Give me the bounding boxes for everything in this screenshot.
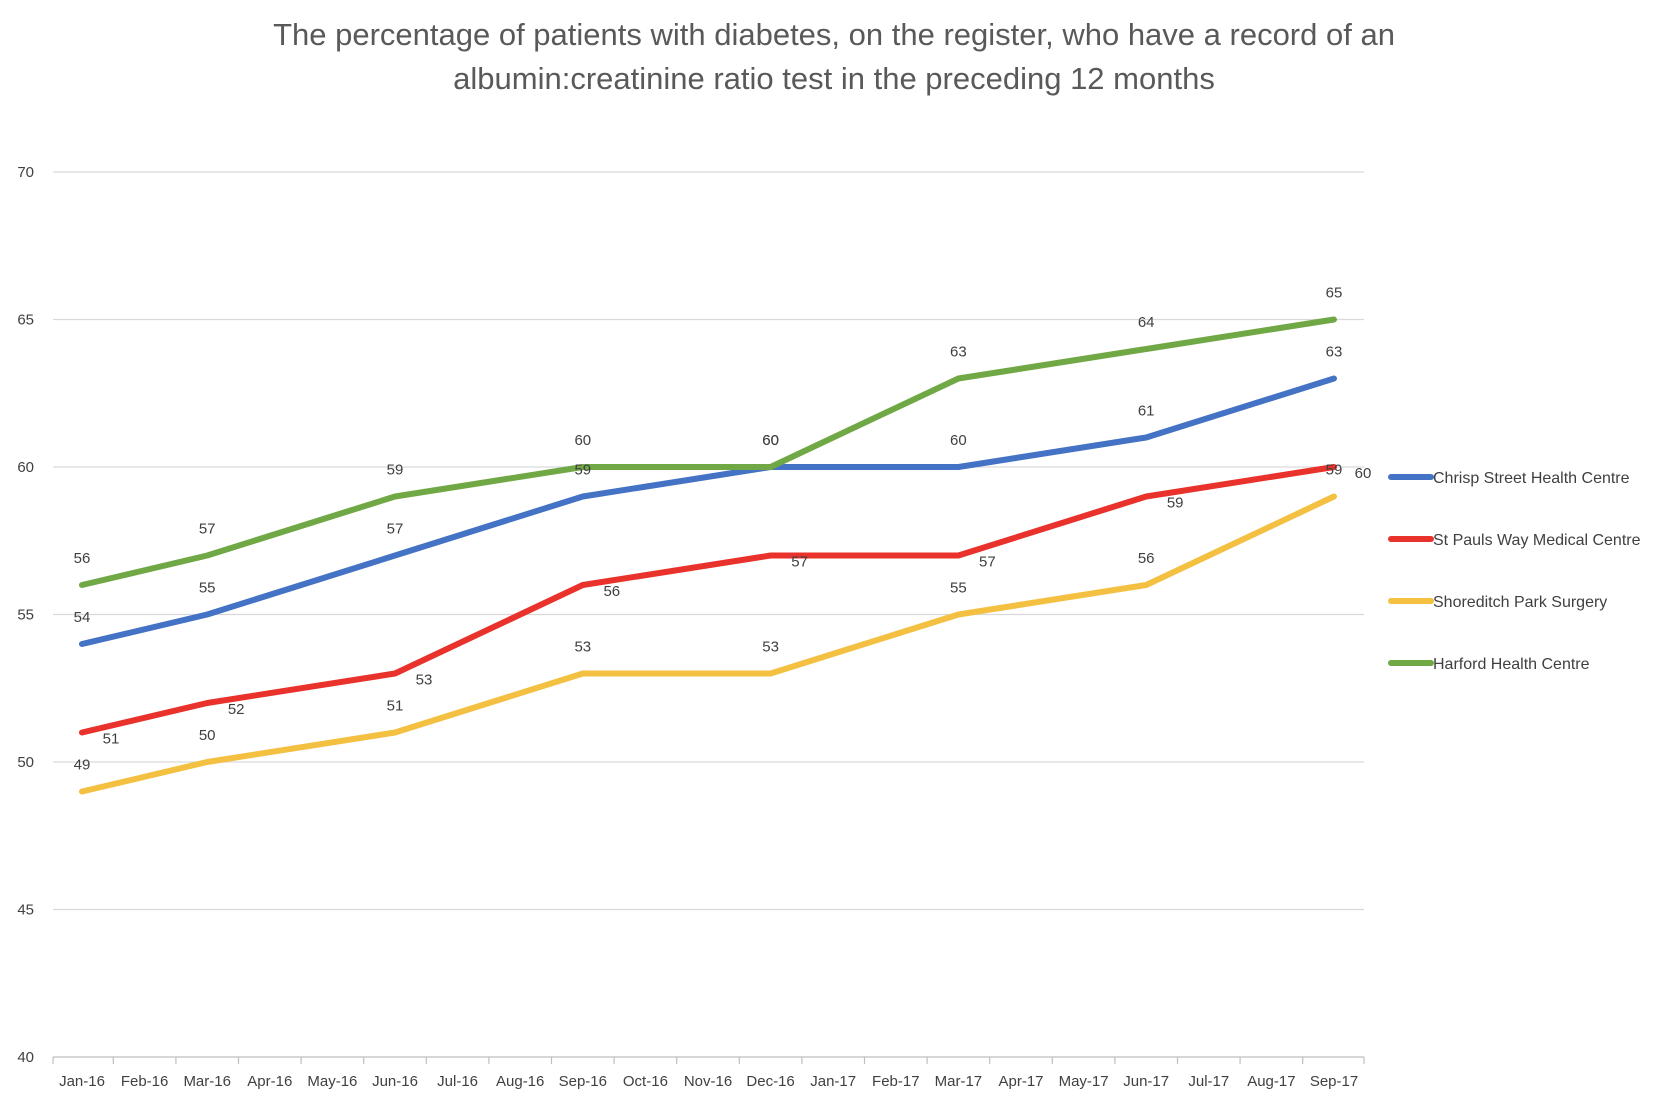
x-tick-label: Sep-17 xyxy=(1310,1073,1358,1090)
x-tick-label: Jul-16 xyxy=(437,1073,478,1090)
gridlines xyxy=(53,171,1364,911)
data-label: 60 xyxy=(574,432,591,449)
legend-label-1: St Pauls Way Medical Centre xyxy=(1433,532,1641,549)
data-label: 60 xyxy=(950,432,967,449)
data-labels: 54 55 57 59 60 60 61 63 51 52 53 56 57 57 59 60 49 50 51 53… xyxy=(74,285,1372,774)
data-label: 56 xyxy=(603,583,620,600)
chart-title-line-1: The percentage of patients with diabetes… xyxy=(273,17,1395,52)
series-line-3 xyxy=(79,316,1337,588)
data-label: 63 xyxy=(1326,344,1343,361)
data-label: 57 xyxy=(791,554,808,571)
data-label: 54 xyxy=(74,609,91,626)
data-label: 60 xyxy=(762,432,779,449)
data-label: 60 xyxy=(762,432,779,449)
data-label: 59 xyxy=(1167,495,1184,512)
x-tick-label: Aug-17 xyxy=(1247,1073,1295,1090)
data-label: 51 xyxy=(387,698,404,715)
data-label: 56 xyxy=(1138,550,1155,567)
legend-label-2: Shoreditch Park Surgery xyxy=(1433,594,1607,611)
y-tick-label: 50 xyxy=(17,754,34,771)
series-lines xyxy=(79,316,1337,795)
data-label: 49 xyxy=(74,757,91,774)
x-tick-label: Dec-16 xyxy=(746,1073,794,1090)
data-label: 59 xyxy=(1326,462,1343,479)
legend: Chrisp Street Health Centre St Pauls Way … xyxy=(1388,470,1641,673)
legend-label-0: Chrisp Street Health Centre xyxy=(1433,470,1630,487)
data-label: 50 xyxy=(199,727,216,744)
x-tick-label: Jan-16 xyxy=(59,1073,105,1090)
x-tick-label: Oct-16 xyxy=(623,1073,668,1090)
data-label: 52 xyxy=(228,701,245,718)
series-line-1 xyxy=(79,464,1337,736)
x-tick-label: Apr-16 xyxy=(247,1073,292,1090)
x-tick-label: Jan-17 xyxy=(810,1073,856,1090)
x-tick-label: Mar-17 xyxy=(935,1073,983,1090)
data-label: 53 xyxy=(574,639,591,656)
x-tick-label: May-16 xyxy=(307,1073,357,1090)
x-tick-label: May-17 xyxy=(1059,1073,1109,1090)
x-tick-label: Apr-17 xyxy=(998,1073,1043,1090)
data-label: 55 xyxy=(950,580,967,597)
x-tick-label: Feb-16 xyxy=(121,1073,169,1090)
y-tick-label: 40 xyxy=(17,1049,34,1066)
data-label: 53 xyxy=(416,672,433,689)
data-label: 57 xyxy=(199,521,216,538)
series-line-0 xyxy=(79,375,1337,647)
y-tick-label: 65 xyxy=(17,312,34,329)
data-label: 56 xyxy=(74,550,91,567)
x-tick-label: Sep-16 xyxy=(559,1073,607,1090)
x-tick-label: Feb-17 xyxy=(872,1073,920,1090)
y-tick-label: 70 xyxy=(17,164,34,181)
data-label: 55 xyxy=(199,580,216,597)
data-label: 60 xyxy=(1355,465,1372,482)
axes: 40 45 50 55 60 65 70 Jan-16 Feb-16 Mar-16 Apr-16 Ma… xyxy=(17,164,1365,1090)
data-label: 57 xyxy=(979,554,996,571)
data-label: 61 xyxy=(1138,403,1155,420)
y-tick-label: 60 xyxy=(17,459,34,476)
x-tick-label: Nov-16 xyxy=(684,1073,732,1090)
data-label: 57 xyxy=(387,521,404,538)
chart-title-line-2: albumin:creatinine ratio test in the pre… xyxy=(453,61,1215,96)
data-label: 51 xyxy=(103,731,120,748)
x-tick-label: Mar-16 xyxy=(183,1073,231,1090)
data-label: 53 xyxy=(762,639,779,656)
data-label: 59 xyxy=(574,462,591,479)
series-line-2 xyxy=(79,493,1337,795)
data-label: 59 xyxy=(387,462,404,479)
data-label: 65 xyxy=(1326,285,1343,302)
data-label: 63 xyxy=(950,344,967,361)
y-tick-label: 45 xyxy=(17,902,34,919)
x-tick-label: Jun-16 xyxy=(372,1073,418,1090)
x-tick-label: Aug-16 xyxy=(496,1073,544,1090)
y-tick-label: 55 xyxy=(17,607,34,624)
legend-label-3: Harford Health Centre xyxy=(1433,656,1590,673)
data-label: 64 xyxy=(1138,314,1155,331)
x-tick-label: Jul-17 xyxy=(1188,1073,1229,1090)
x-tick-label: Jun-17 xyxy=(1123,1073,1169,1090)
